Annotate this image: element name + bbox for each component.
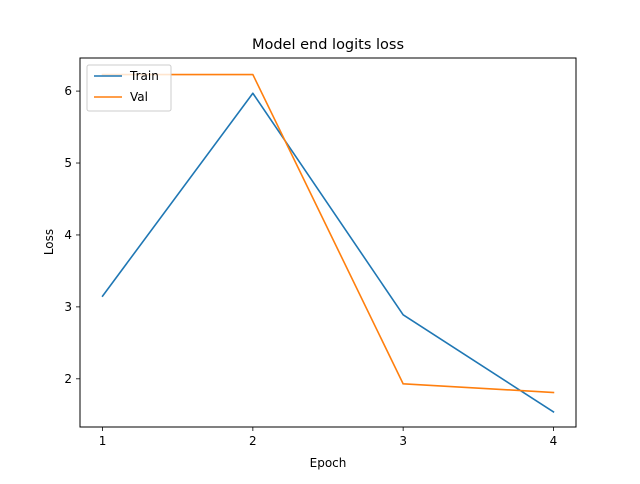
y-tick-label: 3 [64,300,72,314]
y-axis-label: Loss [42,229,56,255]
x-tick-label: 1 [99,434,107,448]
x-axis-label: Epoch [310,456,347,470]
y-tick-label: 2 [64,372,72,386]
y-tick-label: 5 [64,156,72,170]
chart-title: Model end logits loss [252,37,404,53]
legend: Train Val [87,65,171,111]
x-tick-label: 4 [550,434,558,448]
x-tick-label: 3 [399,434,407,448]
y-tick-label: 4 [64,228,72,242]
y-tick-label: 6 [64,84,72,98]
x-tick-label: 2 [249,434,257,448]
legend-label-train: Train [129,69,159,83]
legend-label-val: Val [130,90,148,104]
